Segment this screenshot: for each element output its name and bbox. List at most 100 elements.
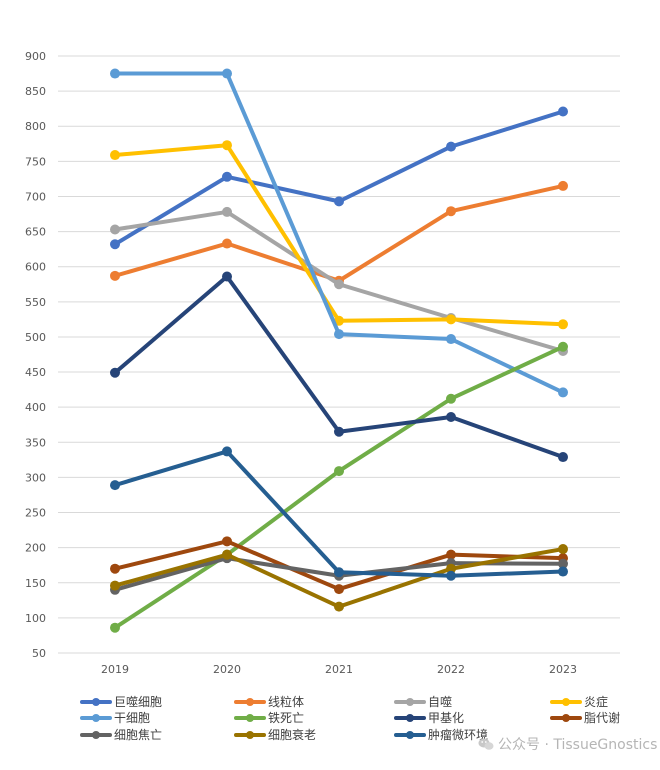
data-point (334, 466, 344, 477)
x-tick-label: 2019 (101, 663, 129, 676)
data-point (446, 570, 456, 581)
y-tick-label: 150 (25, 577, 46, 590)
series-line (113, 143, 565, 327)
y-tick-label: 550 (25, 296, 46, 309)
series-0 (110, 106, 568, 250)
data-point (558, 106, 568, 117)
legend-item: 炎症 (550, 694, 608, 709)
data-point (110, 68, 120, 79)
data-point (558, 558, 568, 569)
data-point (558, 387, 568, 398)
data-point (222, 446, 232, 457)
y-axis-ticks: 50 100 150 200 250 300 350 400 450 500 550 600 650 70… (25, 50, 46, 660)
legend-label: 细胞焦亡 (114, 728, 162, 742)
legend-swatch-marker (562, 714, 570, 722)
data-point (110, 270, 120, 281)
legend-swatch-marker (562, 698, 570, 706)
legend-item: 线粒体 (234, 694, 304, 709)
legend-label: 炎症 (584, 694, 608, 709)
data-point (558, 452, 568, 463)
data-point (110, 239, 120, 250)
legend-label: 干细胞 (114, 711, 150, 725)
data-point (110, 580, 120, 591)
y-tick-label: 100 (25, 612, 46, 625)
data-point (110, 563, 120, 574)
legend-label: 细胞衰老 (268, 727, 316, 742)
data-point (446, 314, 456, 325)
x-axis-ticks: 2019 2020 2021 2022 2023 (101, 663, 577, 676)
legend-swatch-marker (406, 714, 414, 722)
x-tick-label: 2023 (549, 663, 577, 676)
y-tick-label: 200 (25, 542, 46, 555)
y-tick-label: 400 (25, 401, 46, 414)
y-tick-label: 300 (25, 471, 46, 484)
data-point (446, 206, 456, 217)
x-tick-label: 2020 (213, 663, 241, 676)
data-point (110, 480, 120, 491)
legend-swatch-marker (246, 698, 254, 706)
data-point (110, 150, 120, 161)
y-tick-label: 600 (25, 261, 46, 274)
legend-swatch-marker (92, 731, 100, 739)
data-point (558, 341, 568, 352)
data-point (446, 141, 456, 152)
data-point (558, 180, 568, 191)
data-point (222, 536, 232, 547)
legend-item: 铁死亡 (234, 711, 304, 725)
legend-swatch-marker (92, 714, 100, 722)
legend-label: 线粒体 (268, 694, 304, 709)
y-tick-label: 750 (25, 155, 46, 168)
data-point (110, 367, 120, 378)
y-tick-label: 800 (25, 120, 46, 133)
data-point (222, 549, 232, 560)
legend-swatch-marker (92, 698, 100, 706)
data-point (446, 334, 456, 345)
y-tick-label: 350 (25, 436, 46, 449)
legend-item: 肿瘤微环境 (394, 727, 488, 742)
series-line (113, 109, 565, 247)
legend-swatch-marker (246, 714, 254, 722)
data-point (446, 412, 456, 423)
data-point (558, 566, 568, 577)
y-tick-label: 700 (25, 190, 46, 203)
legend-swatch-marker (246, 731, 254, 739)
data-point (222, 206, 232, 217)
legend-item: 干细胞 (80, 711, 150, 725)
data-point (446, 549, 456, 560)
legend-label: 肿瘤微环境 (428, 727, 488, 742)
data-point (110, 622, 120, 633)
legend-item: 自噬 (394, 694, 452, 709)
data-point (334, 601, 344, 612)
legend-label: 铁死亡 (268, 711, 304, 725)
data-point (334, 196, 344, 207)
legend-label: 自噬 (428, 694, 452, 709)
data-point (334, 567, 344, 578)
legend-label: 脂代谢 (584, 710, 620, 725)
series-line (113, 71, 565, 395)
watermark: 公众号 · TissueGnostics (478, 734, 657, 754)
data-point (222, 171, 232, 182)
y-tick-label: 450 (25, 366, 46, 379)
legend-item: 脂代谢 (550, 710, 620, 725)
data-point (110, 224, 120, 235)
data-point (222, 140, 232, 151)
legend-item: 巨噬细胞 (80, 694, 162, 709)
data-point (334, 279, 344, 290)
legend-label: 甲基化 (428, 711, 464, 725)
y-tick-label: 900 (25, 50, 46, 63)
series-10 (110, 446, 568, 581)
series-9 (110, 544, 568, 612)
data-point (222, 238, 232, 249)
y-tick-label: 500 (25, 331, 46, 344)
legend-item: 细胞衰老 (234, 727, 316, 742)
data-point (558, 544, 568, 555)
data-point (446, 393, 456, 404)
series-6 (110, 271, 568, 463)
x-tick-label: 2021 (325, 663, 353, 676)
legend-swatch-marker (406, 731, 414, 739)
data-point (334, 329, 344, 340)
data-point (446, 563, 456, 574)
data-point (558, 319, 568, 330)
legend-swatch-marker (406, 698, 414, 706)
